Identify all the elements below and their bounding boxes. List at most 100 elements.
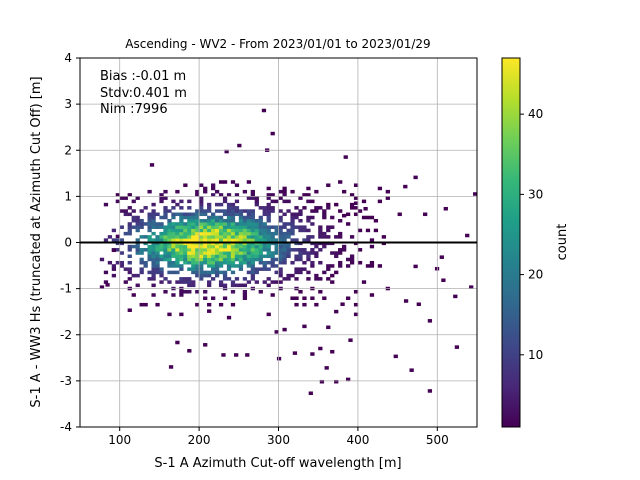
- heatmap-cell-outlier: [330, 349, 335, 354]
- heatmap-cell: [254, 280, 259, 284]
- heatmap-cell: [218, 180, 224, 184]
- heatmap-cell: [139, 225, 144, 229]
- heatmap-cell-outlier: [318, 346, 323, 351]
- heatmap-cell: [234, 277, 240, 281]
- y-axis-label: S-1 A - WW3 Hs (truncated at Azimuth Cut…: [29, 76, 44, 407]
- heatmap-cell: [286, 199, 291, 204]
- heatmap-cell: [179, 290, 184, 294]
- heatmap-cell-outlier: [326, 325, 331, 330]
- heatmap-cell: [155, 251, 160, 255]
- heatmap-cell: [258, 254, 263, 259]
- heatmap-cell: [167, 238, 172, 242]
- heatmap-cell: [242, 209, 248, 213]
- heatmap-cell: [306, 257, 311, 262]
- heatmap-cell: [222, 254, 228, 259]
- x-tick-label: 400: [346, 433, 369, 447]
- heatmap-cell: [266, 209, 271, 213]
- heatmap-cell: [246, 260, 252, 265]
- heatmap-cell: [187, 199, 192, 204]
- heatmap-cell: [334, 202, 339, 207]
- heatmap-cell-outlier: [302, 324, 307, 329]
- heatmap-cell: [282, 277, 287, 281]
- heatmap-cell: [230, 283, 236, 288]
- heatmap-cell: [234, 193, 240, 197]
- heatmap-cell: [246, 222, 252, 226]
- heatmap-cell: [302, 302, 307, 307]
- heatmap-cell: [278, 244, 283, 249]
- heatmap-cell: [230, 225, 236, 229]
- colorbar-tick-label: 10: [528, 348, 543, 362]
- heatmap-cell: [151, 293, 156, 297]
- heatmap-cell: [135, 215, 140, 220]
- heatmap-cell: [167, 280, 172, 284]
- heatmap-cell: [266, 206, 271, 210]
- heatmap-cell: [191, 248, 196, 252]
- heatmap-cell: [139, 270, 144, 275]
- heatmap-cell: [250, 238, 255, 242]
- heatmap-cell: [175, 254, 180, 259]
- heatmap-cell: [254, 199, 259, 204]
- heatmap-cell: [270, 257, 275, 262]
- heatmap-cell: [151, 238, 156, 242]
- heatmap-cell: [203, 273, 208, 278]
- heatmap-cell: [163, 231, 168, 236]
- heatmap-cell: [357, 209, 363, 213]
- heatmap-cell: [278, 231, 283, 236]
- heatmap-cell: [270, 260, 275, 265]
- heatmap-cell: [246, 212, 252, 217]
- heatmap-cell: [254, 202, 259, 207]
- heatmap-cell: [234, 264, 240, 268]
- heatmap-cell-outlier: [292, 351, 298, 355]
- heatmap-cell: [230, 235, 236, 239]
- heatmap-cell: [187, 260, 192, 265]
- heatmap-cell: [230, 260, 236, 265]
- heatmap-cell: [151, 264, 156, 268]
- heatmap-cell: [127, 212, 132, 217]
- heatmap-cell: [151, 218, 156, 223]
- heatmap-cell-outlier: [443, 206, 448, 211]
- heatmap-cell: [282, 238, 287, 242]
- heatmap-cell: [258, 206, 263, 210]
- heatmap-cell: [163, 212, 168, 217]
- heatmap-cell: [159, 199, 164, 204]
- heatmap-cell: [127, 231, 132, 236]
- heatmap-cell: [278, 215, 283, 220]
- heatmap-cell: [139, 248, 144, 252]
- heatmap-cell: [199, 231, 204, 236]
- heatmap-cell: [211, 296, 216, 300]
- heatmap-cell-outlier: [363, 206, 368, 211]
- heatmap-cell: [214, 257, 220, 262]
- heatmap-cell: [326, 277, 331, 281]
- heatmap-cell: [226, 212, 232, 217]
- heatmap-cell: [211, 212, 216, 217]
- heatmap-cell: [107, 235, 113, 239]
- heatmap-cell: [238, 212, 244, 217]
- heatmap-cell: [238, 260, 244, 265]
- x-axis-label: S-1 A Azimuth Cut-off wavelength [m]: [154, 456, 401, 471]
- heatmap-cell-outlier: [416, 302, 421, 306]
- heatmap-cell: [191, 238, 196, 242]
- heatmap-cell: [357, 248, 363, 252]
- heatmap-cell: [139, 209, 144, 213]
- heatmap-cell: [246, 251, 252, 255]
- heatmap-cell: [147, 248, 152, 252]
- heatmap-cell-outlier: [111, 248, 117, 253]
- heatmap-cell: [175, 189, 180, 194]
- heatmap-cell: [246, 257, 252, 262]
- heatmap-cell: [214, 273, 220, 278]
- heatmap-cell: [254, 222, 259, 226]
- heatmap-cell: [322, 212, 327, 217]
- heatmap-cell: [266, 202, 271, 207]
- heatmap-cell: [266, 228, 271, 233]
- heatmap-cell: [159, 248, 164, 252]
- heatmap-cell: [330, 251, 335, 255]
- heatmap-cell: [139, 218, 144, 223]
- heatmap-cell: [179, 251, 184, 255]
- heatmap-cell: [226, 260, 232, 265]
- heatmap-cell: [338, 209, 343, 213]
- heatmap-cell: [298, 225, 303, 229]
- heatmap-cell: [131, 199, 136, 204]
- heatmap-cell: [151, 244, 156, 249]
- heatmap-cell: [286, 251, 291, 255]
- heatmap-cell: [187, 277, 192, 281]
